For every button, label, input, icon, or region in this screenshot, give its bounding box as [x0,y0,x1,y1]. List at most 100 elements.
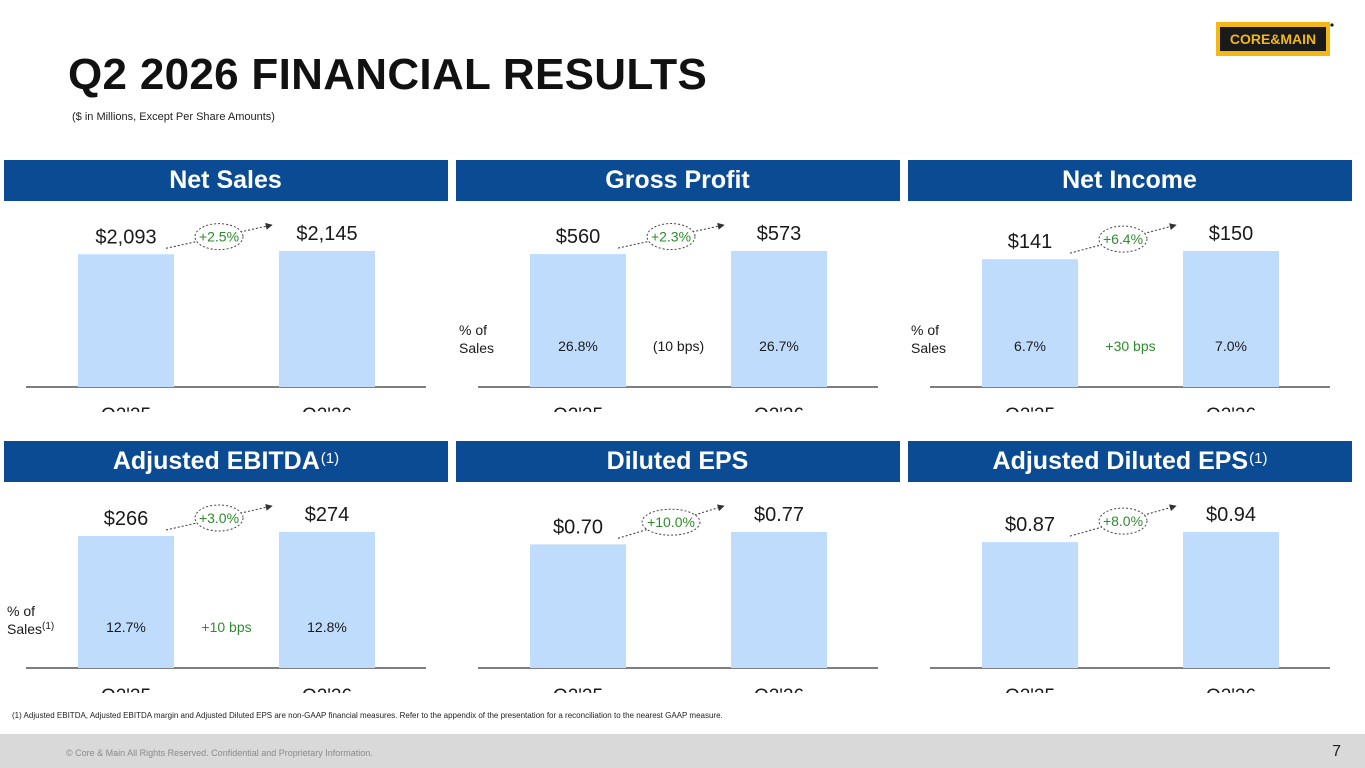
panel-title: Adjusted Diluted EPS [992,447,1249,475]
bar [530,544,626,668]
panel-title-footnote: (1) [1249,450,1268,467]
diluted-eps-panel: Diluted EPS $0.70 Q2'25 $0.77 Q2'26 +10.0% [456,441,900,693]
copyright-text: © Core & Main All Rights Reserved. Confi… [66,748,373,758]
growth-arrow [617,504,725,539]
margin-change-label: +30 bps [1105,338,1155,354]
gross-profit-panel: Gross Profit $560 Q2'25 26.8% $573 Q2'26 26.7… [456,160,900,412]
net-sales-chart: $2,093 Q2'25 $2,145 Q2'26 +2.5% [26,222,426,412]
net-sales-panel: Net Sales $2,093 Q2'25 $2,145 Q2'26 +2.5% [4,160,448,412]
growth-percent-label: +2.5% [199,229,239,245]
growth-percent-label: +8.0% [1103,513,1143,529]
margin-percent-label: 26.8% [558,338,598,354]
logo-text: CORE&MAIN [1230,31,1316,47]
bar-value-label: $560 [556,226,601,248]
bar-value-label: $0.77 [754,504,804,526]
margin-change-label: +10 bps [201,619,251,635]
net-income-chart: $141 Q2'25 6.7% $150 Q2'26 7.0% +6.4% +30 bps % … [911,223,1330,412]
page-title: Q2 2026 FINANCIAL RESULTS [68,50,708,99]
panel-title: Adjusted EBITDA [112,447,320,475]
diluted-eps-chart: $0.70 Q2'25 $0.77 Q2'26 +10.0% [478,504,878,693]
margin-percent-label: 12.8% [307,619,347,635]
margin-change-label: (10 bps) [653,338,704,354]
bar [279,532,375,668]
bar [78,254,174,387]
growth-percent-label: +3.0% [199,510,239,526]
footnote: (1) Adjusted EBITDA, Adjusted EBITDA mar… [12,711,723,720]
growth-callout-ellipse [646,223,696,251]
bar-value-label: $573 [757,223,802,245]
x-tick-label: Q2'25 [101,686,151,693]
footer-bar: © Core & Main All Rights Reserved. Confi… [0,734,1365,768]
bar [1183,532,1279,668]
bar [530,254,626,387]
bar [731,532,827,668]
growth-percent-label: +10.0% [647,514,695,530]
panel-header: Adjusted EBITDA (1) [4,441,448,482]
bar-value-label: $0.87 [1005,514,1055,536]
bar-value-label: $2,093 [95,226,156,248]
panel-header: Net Sales [4,160,448,201]
margin-row-label-line: % of [459,322,487,338]
adjusted-diluted-eps-chart: $0.87 Q2'25 $0.94 Q2'26 +8.0% [930,504,1330,693]
margin-percent-label: 26.7% [759,338,799,354]
x-tick-label: Q2'26 [754,686,804,693]
adjusted-ebitda-chart: $266 Q2'25 12.7% $274 Q2'26 12.8% +3.0% +10 bps… [7,503,426,693]
page-subtitle: ($ in Millions, Except Per Share Amounts… [72,111,275,123]
panel-header: Gross Profit [456,160,900,201]
panel-title: Diluted EPS [606,447,749,475]
x-tick-label: Q2'25 [1005,686,1055,693]
margin-percent-label: 7.0% [1215,338,1247,354]
margin-percent-label: 6.7% [1014,338,1046,354]
bar-value-label: $0.94 [1206,504,1256,526]
bar [982,259,1078,387]
panel-title-footnote: (1) [320,450,340,467]
growth-percent-label: +6.4% [1103,231,1143,247]
core-and-main-logo: CORE&MAIN [1216,22,1334,56]
bar-value-label: $150 [1209,223,1254,245]
growth-callout-ellipse [194,504,244,532]
growth-callout-ellipse [641,508,701,536]
page-number: 7 [1332,743,1341,760]
bar [982,542,1078,668]
bar-value-label: $274 [305,504,350,526]
bar-value-label: $141 [1008,231,1053,253]
adjusted-diluted-eps-panel: Adjusted Diluted EPS(1) $0.87 Q2'25 $0.94 Q… [908,441,1352,693]
bar [279,251,375,387]
bar [731,251,827,387]
margin-row-label-line: % of [7,603,35,619]
margin-row-label: % of Sales(1) [7,603,54,637]
bar-value-label: $0.70 [553,516,603,538]
margin-row-label-line: Sales [911,340,946,356]
x-tick-label: Q2'26 [302,405,352,412]
x-tick-label: Q2'25 [101,405,151,412]
panel-title: Gross Profit [605,166,750,194]
margin-row-label: % of Sales [911,322,946,356]
growth-callout-ellipse [1098,225,1148,253]
margin-row-label-line: Sales [459,340,494,356]
bar [78,535,174,668]
growth-percent-label: +2.3% [651,229,691,245]
panel-header: Adjusted Diluted EPS (1) [908,441,1352,482]
net-income-panel: Net Income $141 Q2'25 6.7% $150 Q2'26 7.0% +6.… [908,160,1352,412]
gross-profit-chart: $560 Q2'25 26.8% $573 Q2'26 26.7% +2.3% (10 bps… [459,222,878,412]
x-tick-label: Q2'25 [553,405,603,412]
x-tick-label: Q2'25 [1005,405,1055,412]
x-tick-label: Q2'26 [1206,405,1256,412]
margin-row-label: % of Sales [459,322,494,356]
x-tick-label: Q2'26 [1206,686,1256,693]
bar-value-label: $266 [104,508,149,530]
adjusted-ebitda-panel: Adjusted EBITDA(1) $266Q2'2512.7%$274Q2'… [4,441,448,693]
margin-row-label-line: % of [911,322,939,338]
panel-header: Net Income [908,160,1352,201]
margin-percent-label: 12.7% [106,619,146,635]
panel-title: Net Sales [169,166,282,194]
margin-row-label-footnote: (1) [42,621,54,632]
margin-row-label-line: Sales [7,621,42,637]
growth-callout-ellipse [194,223,244,251]
x-tick-label: Q2'26 [754,405,804,412]
x-tick-label: Q2'26 [302,686,352,693]
panel-title: Net Income [1062,166,1197,194]
growth-callout-ellipse [1098,507,1148,535]
x-tick-label: Q2'25 [553,686,603,693]
bar-value-label: $2,145 [296,223,357,245]
